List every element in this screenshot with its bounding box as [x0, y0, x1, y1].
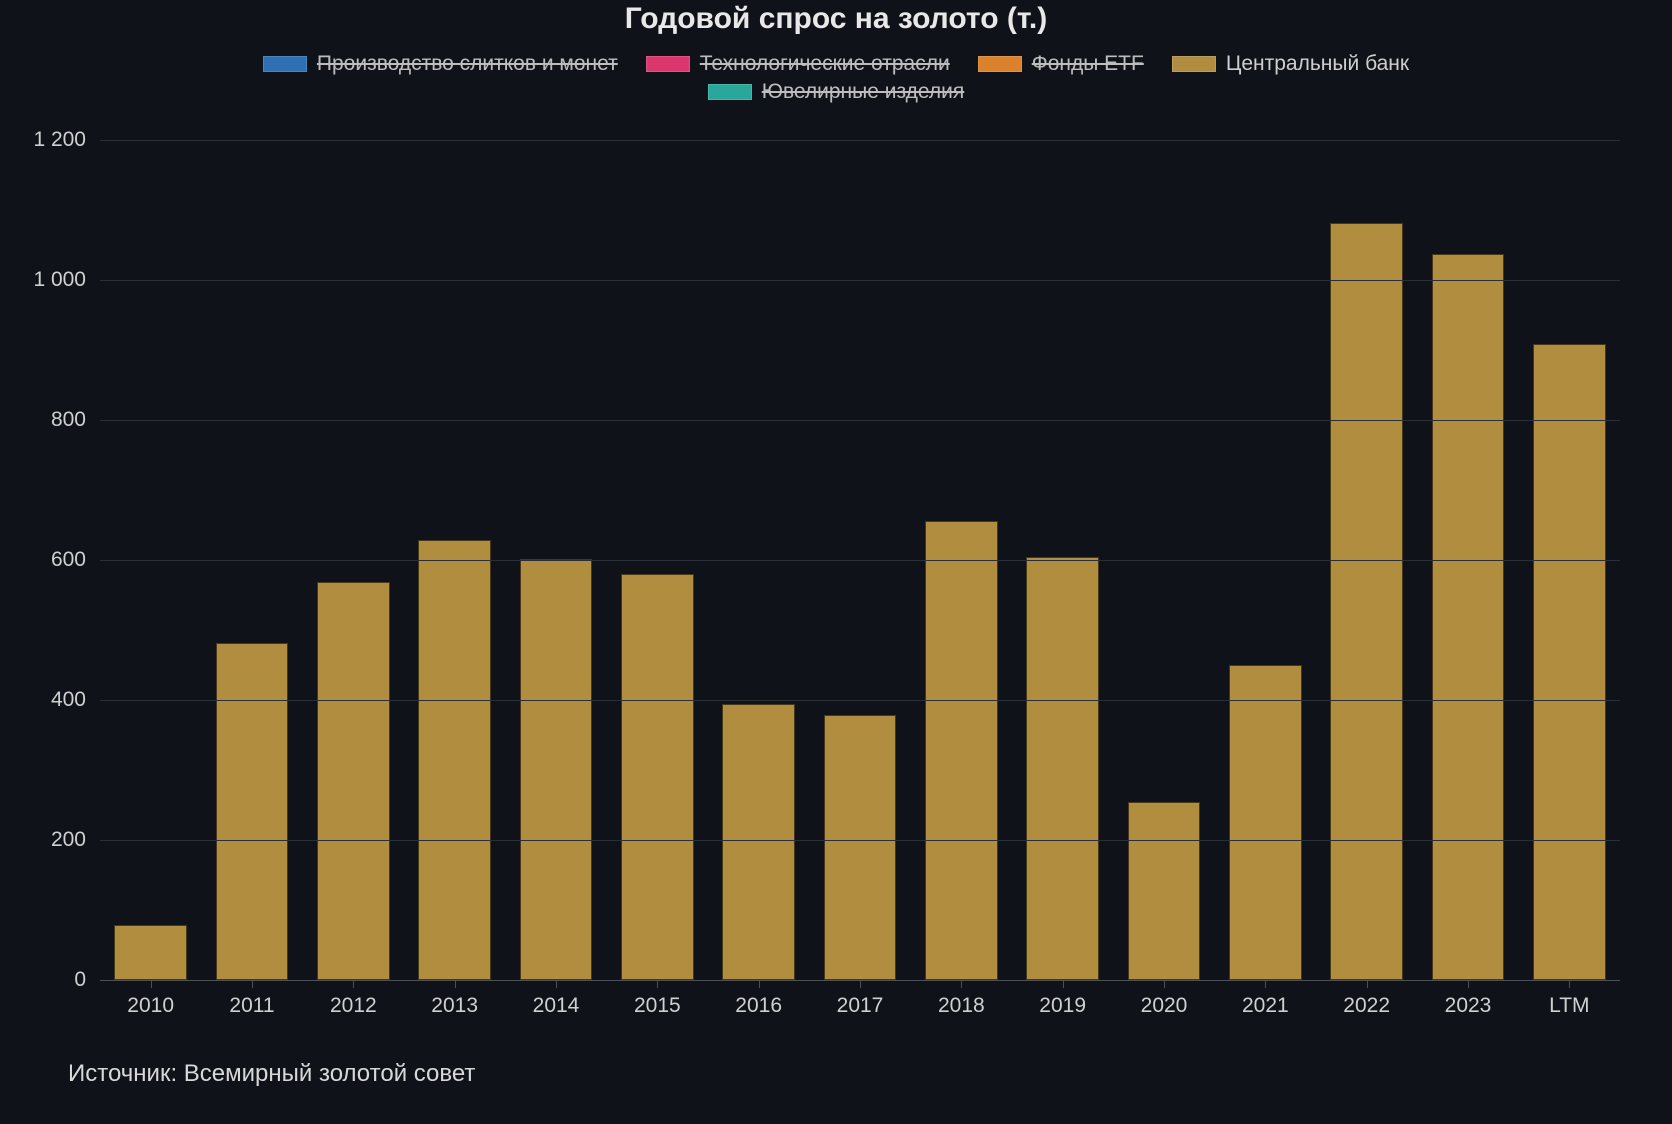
- x-tick-label: 2016: [735, 980, 782, 1018]
- bar[interactable]: [216, 643, 289, 980]
- y-tick-label: 200: [51, 828, 100, 852]
- y-tick-label: 400: [51, 688, 100, 712]
- legend-label: Фонды ETF: [1032, 52, 1144, 76]
- chart-legend: Производство слитков и монет Технологичес…: [0, 52, 1672, 108]
- bar[interactable]: [317, 582, 390, 980]
- bar[interactable]: [1229, 665, 1302, 980]
- legend-item[interactable]: Производство слитков и монет: [263, 52, 618, 76]
- legend-label: Центральный банк: [1226, 52, 1409, 76]
- grid-line: [100, 700, 1620, 701]
- x-tick-label: 2010: [127, 980, 174, 1018]
- bar[interactable]: [722, 704, 795, 981]
- x-tick-label: 2012: [330, 980, 377, 1018]
- x-tick-label: 2020: [1141, 980, 1188, 1018]
- plot-area: 02004006008001 0001 20020102011201220132…: [100, 140, 1620, 980]
- legend-swatch: [263, 56, 307, 72]
- y-tick-label: 1 200: [33, 128, 100, 152]
- gold-demand-chart: Годовой спрос на золото (т.) Производств…: [0, 0, 1672, 1124]
- x-tick-label: 2021: [1242, 980, 1289, 1018]
- legend-label: Производство слитков и монет: [317, 52, 618, 76]
- grid-line: [100, 420, 1620, 421]
- chart-title: Годовой спрос на золото (т.): [0, 2, 1672, 36]
- bar[interactable]: [1432, 254, 1505, 980]
- source-label: Источник: Всемирный золотой совет: [68, 1060, 475, 1088]
- grid-line: [100, 560, 1620, 561]
- legend-swatch: [708, 84, 752, 100]
- x-tick-label: 2015: [634, 980, 681, 1018]
- legend-item[interactable]: Центральный банк: [1172, 52, 1409, 76]
- x-tick-label: 2022: [1343, 980, 1390, 1018]
- x-tick-label: 2018: [938, 980, 985, 1018]
- x-tick-label: LTM: [1549, 980, 1589, 1018]
- y-tick-label: 0: [74, 968, 100, 992]
- legend-label: Технологические отрасли: [700, 52, 950, 76]
- bar[interactable]: [1330, 223, 1403, 980]
- x-tick-label: 2011: [229, 980, 274, 1018]
- grid-line: [100, 840, 1620, 841]
- x-tick-label: 2017: [837, 980, 884, 1018]
- legend-item[interactable]: Технологические отрасли: [646, 52, 950, 76]
- y-tick-label: 600: [51, 548, 100, 572]
- bar[interactable]: [925, 521, 998, 980]
- grid-line: [100, 280, 1620, 281]
- bar[interactable]: [520, 559, 593, 980]
- bar[interactable]: [1533, 344, 1606, 980]
- x-tick-label: 2013: [431, 980, 478, 1018]
- x-tick-label: 2023: [1445, 980, 1492, 1018]
- bar[interactable]: [824, 715, 897, 980]
- bar[interactable]: [621, 574, 694, 980]
- x-tick-label: 2014: [533, 980, 580, 1018]
- y-tick-label: 800: [51, 408, 100, 432]
- legend-item[interactable]: Ювелирные изделия: [708, 80, 964, 104]
- bar[interactable]: [418, 540, 491, 980]
- bar[interactable]: [1128, 802, 1201, 981]
- legend-swatch: [978, 56, 1022, 72]
- grid-line: [100, 140, 1620, 141]
- legend-swatch: [646, 56, 690, 72]
- legend-label: Ювелирные изделия: [762, 80, 964, 104]
- bar[interactable]: [1026, 557, 1099, 981]
- bar[interactable]: [114, 925, 187, 980]
- legend-swatch: [1172, 56, 1216, 72]
- legend-item[interactable]: Фонды ETF: [978, 52, 1144, 76]
- x-tick-label: 2019: [1039, 980, 1086, 1018]
- y-tick-label: 1 000: [33, 268, 100, 292]
